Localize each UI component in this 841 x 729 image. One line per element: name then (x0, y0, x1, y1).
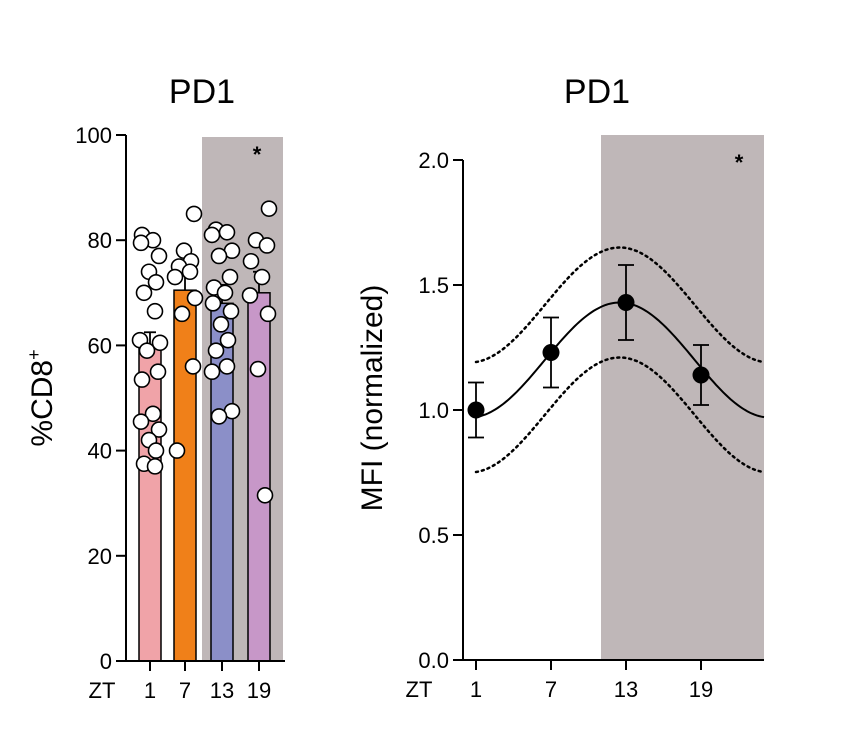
y-tick-label: 1.5 (418, 273, 449, 298)
data-point (241, 287, 259, 304)
x-tick-label: 13 (614, 677, 638, 702)
dark-phase-shading (601, 135, 764, 660)
lower-confidence-band (474, 356, 766, 474)
bar-zt-1 (138, 347, 162, 662)
data-point (253, 268, 271, 286)
data-point (151, 334, 169, 352)
x-tick-label: 1 (144, 678, 156, 703)
data-point (168, 442, 186, 459)
bar-zt-7 (173, 289, 197, 662)
y-axis-label-main: %CD8 (26, 360, 59, 447)
data-point (204, 295, 222, 312)
data-point (218, 358, 236, 375)
significance-marker: * (735, 150, 744, 175)
data-point (242, 252, 260, 270)
chart-title: PD1 (169, 73, 235, 111)
y-tick-label: 80 (88, 228, 112, 253)
data-point (258, 237, 276, 254)
data-point (218, 224, 236, 241)
data-point (138, 342, 156, 359)
chart-title: PD1 (564, 73, 630, 111)
y-tick-label: 1.0 (418, 398, 449, 423)
y-axis-label: %CD8+ (24, 349, 59, 446)
data-point (173, 305, 191, 323)
data-point (216, 284, 234, 302)
data-point (185, 205, 203, 223)
data-point (210, 408, 228, 425)
x-tick-label: 1 (470, 677, 482, 702)
data-point (181, 263, 199, 281)
data-point (222, 302, 240, 320)
upper-confidence-band (474, 246, 766, 364)
data-point (150, 247, 168, 265)
data-point (212, 316, 230, 333)
data-point (203, 226, 221, 244)
data-point (184, 358, 202, 375)
data-point (260, 200, 278, 217)
right-chart-panel: 0.0 0.5 1.0 1.5 2.0 1 7 13 19 ZT PD1 MFI (normalize… (356, 73, 766, 702)
data-point (221, 268, 239, 286)
y-tick-label: 20 (88, 544, 112, 569)
data-point (146, 302, 164, 320)
y-tick-label: 60 (88, 333, 112, 358)
data-point (150, 421, 168, 438)
x-tick-label: 7 (179, 678, 191, 703)
data-point-zt-7 (542, 344, 560, 361)
data-point (249, 360, 267, 378)
data-point (166, 268, 184, 286)
data-point (207, 342, 225, 359)
y-tick-label: 0 (100, 649, 112, 674)
data-point (135, 284, 153, 302)
data-point (259, 305, 277, 323)
significance-marker: * (253, 142, 262, 167)
y-tick-label: 40 (88, 439, 112, 464)
y-tick-label: 2.0 (418, 148, 449, 173)
data-point (146, 458, 164, 475)
data-point (144, 405, 162, 423)
data-point (149, 363, 167, 381)
x-tick-label: 19 (689, 677, 713, 702)
left-chart-panel: 0 20 40 60 80 100 1 7 13 19 ZT PD1 %CD8+ * (24, 73, 285, 703)
data-point (203, 363, 221, 381)
data-point (219, 331, 237, 349)
data-point-zt-1 (467, 401, 485, 419)
x-axis-label: ZT (406, 677, 433, 702)
data-point (147, 273, 165, 291)
data-point (133, 371, 151, 388)
x-tick-label: 13 (210, 678, 234, 703)
y-axis-label: MFI (normalized) (356, 285, 389, 512)
y-axis-label-superscript: + (24, 349, 44, 360)
data-point-zt-13 (617, 294, 635, 311)
data-point-zt-19 (692, 366, 710, 384)
data-point (186, 289, 204, 307)
y-tick-label: 100 (75, 123, 112, 148)
y-tick-label: 0.0 (418, 648, 449, 673)
data-point (132, 413, 150, 430)
x-tick-label: 7 (545, 677, 557, 702)
x-tick-label: 19 (247, 678, 271, 703)
data-point (147, 442, 165, 459)
data-point (256, 487, 274, 504)
data-point (132, 234, 150, 252)
y-tick-label: 0.5 (418, 523, 449, 548)
bar-zt-19 (247, 292, 271, 662)
data-point (210, 247, 228, 265)
x-axis-label: ZT (89, 678, 116, 703)
